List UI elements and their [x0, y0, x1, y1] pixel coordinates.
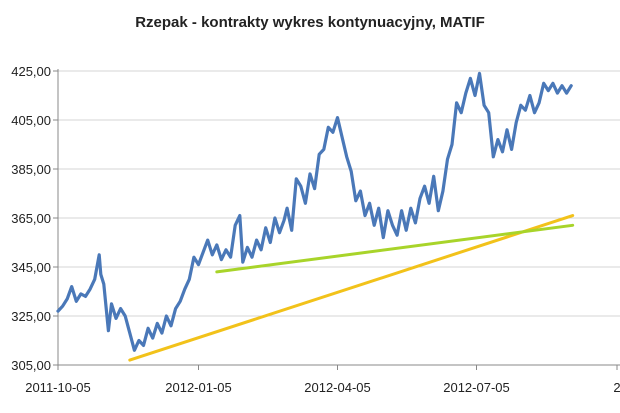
- y-tick-label: 365,00: [11, 211, 51, 226]
- x-tick-label: 2012-07-05: [443, 380, 510, 395]
- series-lines: [56, 71, 575, 362]
- y-tick-label: 385,00: [11, 162, 51, 177]
- tick-labels: 425,00 405,00 385,00 365,00 345,00 325,00 305,…: [11, 64, 620, 395]
- x-tick-label: 2: [613, 380, 620, 395]
- y-tick-label: 345,00: [11, 260, 51, 275]
- axes: [53, 69, 620, 370]
- x-tick-label: 2012-04-05: [304, 380, 371, 395]
- chart-title: Rzepak - kontrakty wykres kontynuacyjny,…: [135, 14, 485, 31]
- x-tick-label: 2012-01-05: [165, 380, 232, 395]
- x-tick-label: 2011-10-05: [25, 380, 91, 395]
- y-tick-label: 405,00: [11, 113, 51, 128]
- y-tick-label: 305,00: [11, 358, 51, 373]
- y-tick-label: 425,00: [11, 64, 51, 79]
- y-tick-label: 325,00: [11, 309, 51, 324]
- price-line: [56, 71, 573, 352]
- trendline-short: [215, 223, 575, 274]
- trendline-long: [128, 214, 575, 362]
